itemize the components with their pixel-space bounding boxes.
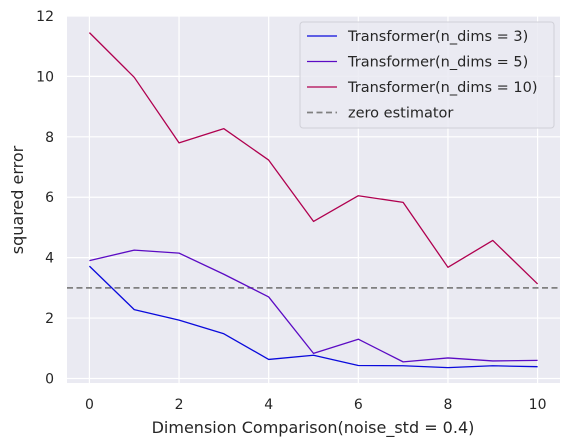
legend-label: Transformer(n_dims = 10)	[347, 80, 538, 96]
y-tick-label: 10	[36, 69, 54, 85]
series-line-2	[89, 249, 538, 363]
x-tick-label: 2	[175, 397, 184, 413]
x-tick-label: 8	[443, 397, 452, 413]
y-axis-label: squared error	[8, 145, 27, 254]
series-lines	[67, 32, 560, 369]
legend: Transformer(n_dims = 3) Transformer(n_dim…	[299, 21, 555, 129]
legend-label: Transformer(n_dims = 3)	[347, 29, 528, 45]
legend-box	[299, 21, 555, 129]
y-tick-label: 2	[45, 311, 54, 327]
y-tick-label: 8	[45, 130, 54, 146]
legend-label: zero estimator	[348, 106, 453, 122]
y-tick-label: 6	[45, 190, 54, 206]
legend-label: Transformer(n_dims = 5)	[347, 55, 528, 71]
tick-labels: 0 2 4 6 8 10 0 2 4 6 8 10 12	[36, 9, 546, 413]
y-tick-label: 4	[45, 251, 54, 267]
x-axis-label: Dimension Comparison(noise_std = 0.4)	[152, 418, 475, 438]
y-tick-label: 0	[45, 371, 54, 387]
grid-lines	[67, 15, 560, 383]
x-tick-label: 6	[354, 397, 363, 413]
x-tick-label: 4	[264, 397, 273, 413]
series-line-1	[88, 265, 538, 369]
x-tick-label: 10	[529, 397, 547, 413]
y-tick-label: 12	[36, 9, 54, 25]
series-line-3	[88, 32, 539, 285]
x-tick-label: 0	[85, 397, 94, 413]
